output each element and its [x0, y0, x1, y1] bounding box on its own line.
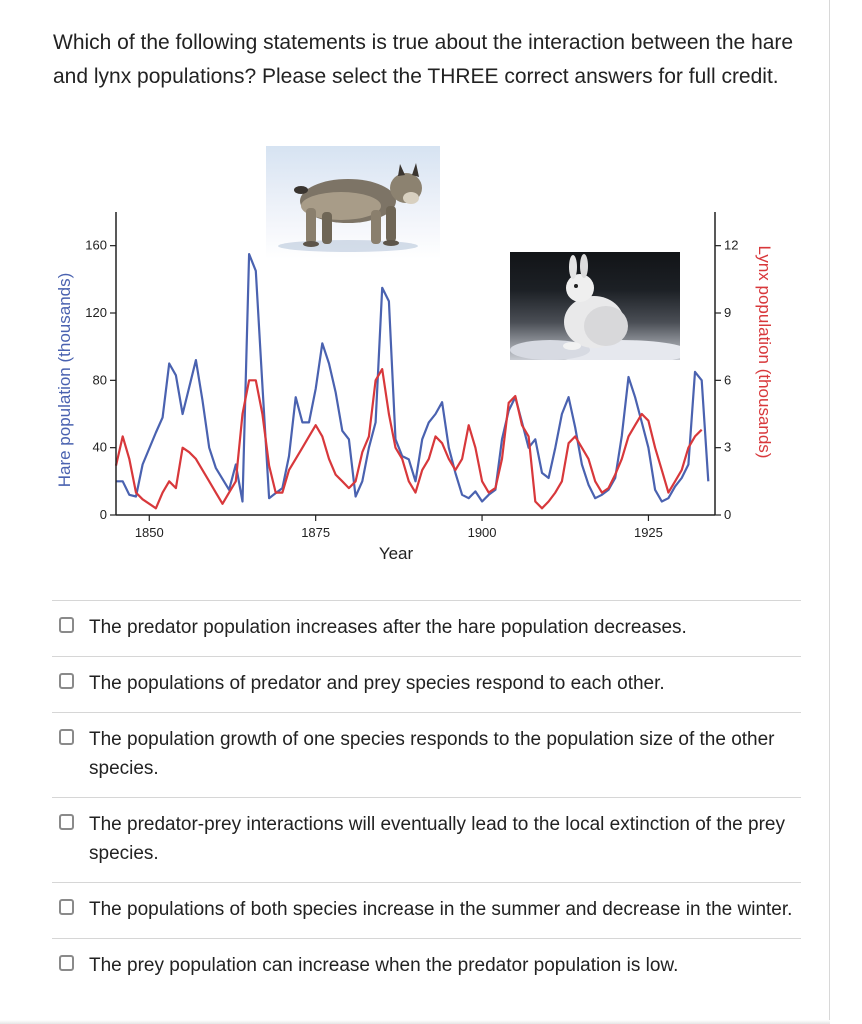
- option-label: The prey population can increase when th…: [89, 955, 679, 976]
- right-y-tick-label: 0: [724, 507, 731, 522]
- right-y-tick-label: 9: [724, 305, 731, 320]
- left-y-tick-label: 80: [93, 372, 107, 387]
- left-y-tick-label: 0: [100, 507, 107, 522]
- answer-option[interactable]: The predator population increases after …: [52, 600, 801, 656]
- right-axis-label: Lynx population (thousands): [755, 246, 774, 459]
- hare-population-line: [116, 252, 710, 503]
- option-label: The population growth of one species res…: [89, 729, 775, 779]
- checkbox[interactable]: [59, 617, 74, 633]
- option-label: The populations of both species increase…: [89, 899, 793, 920]
- checkbox[interactable]: [59, 729, 74, 745]
- checkbox[interactable]: [59, 899, 74, 915]
- answer-options: The predator population increases after …: [52, 600, 801, 994]
- answer-option[interactable]: The populations of predator and prey spe…: [52, 656, 801, 712]
- answer-option[interactable]: The population growth of one species res…: [52, 712, 801, 797]
- checkbox[interactable]: [59, 814, 74, 830]
- right-y-tick-label: 6: [724, 372, 731, 387]
- snowshoe-hare-photo: [510, 252, 680, 360]
- x-tick-label: 1850: [135, 525, 164, 540]
- left-y-tick-label: 40: [93, 440, 107, 455]
- lynx-photo: [266, 146, 440, 259]
- x-axis-label: Year: [379, 544, 414, 563]
- hare-lynx-chart: 1850 1875 1900 1925 0 40 80 120 160 0 3 6 9 12 Hare p…: [55, 212, 774, 563]
- x-tick-label: 1925: [634, 525, 663, 540]
- answer-option[interactable]: The populations of both species increase…: [52, 882, 801, 938]
- option-label: The populations of predator and prey spe…: [89, 673, 665, 694]
- x-tick-label: 1875: [301, 525, 330, 540]
- checkbox[interactable]: [59, 673, 74, 689]
- option-label: The predator population increases after …: [89, 617, 687, 638]
- checkbox[interactable]: [59, 955, 74, 971]
- lynx-population-line: [114, 368, 703, 510]
- population-figure: 1850 1875 1900 1925 0 40 80 120 160 0 3 6 9 12 Hare p…: [48, 140, 788, 580]
- question-card: Which of the following statements is tru…: [0, 0, 830, 1024]
- left-axis-label: Hare population (thousands): [55, 273, 74, 488]
- answer-option[interactable]: The predator-prey interactions will even…: [52, 797, 801, 882]
- left-y-tick-label: 120: [85, 305, 107, 320]
- question-text: Which of the following statements is tru…: [53, 31, 794, 88]
- right-y-tick-label: 12: [724, 238, 738, 253]
- bottom-edge: [0, 1020, 830, 1024]
- left-y-tick-label: 160: [85, 238, 107, 253]
- right-y-tick-label: 3: [724, 440, 731, 455]
- answer-option[interactable]: The prey population can increase when th…: [52, 938, 801, 994]
- x-tick-label: 1900: [468, 525, 497, 540]
- option-label: The predator-prey interactions will even…: [89, 814, 785, 864]
